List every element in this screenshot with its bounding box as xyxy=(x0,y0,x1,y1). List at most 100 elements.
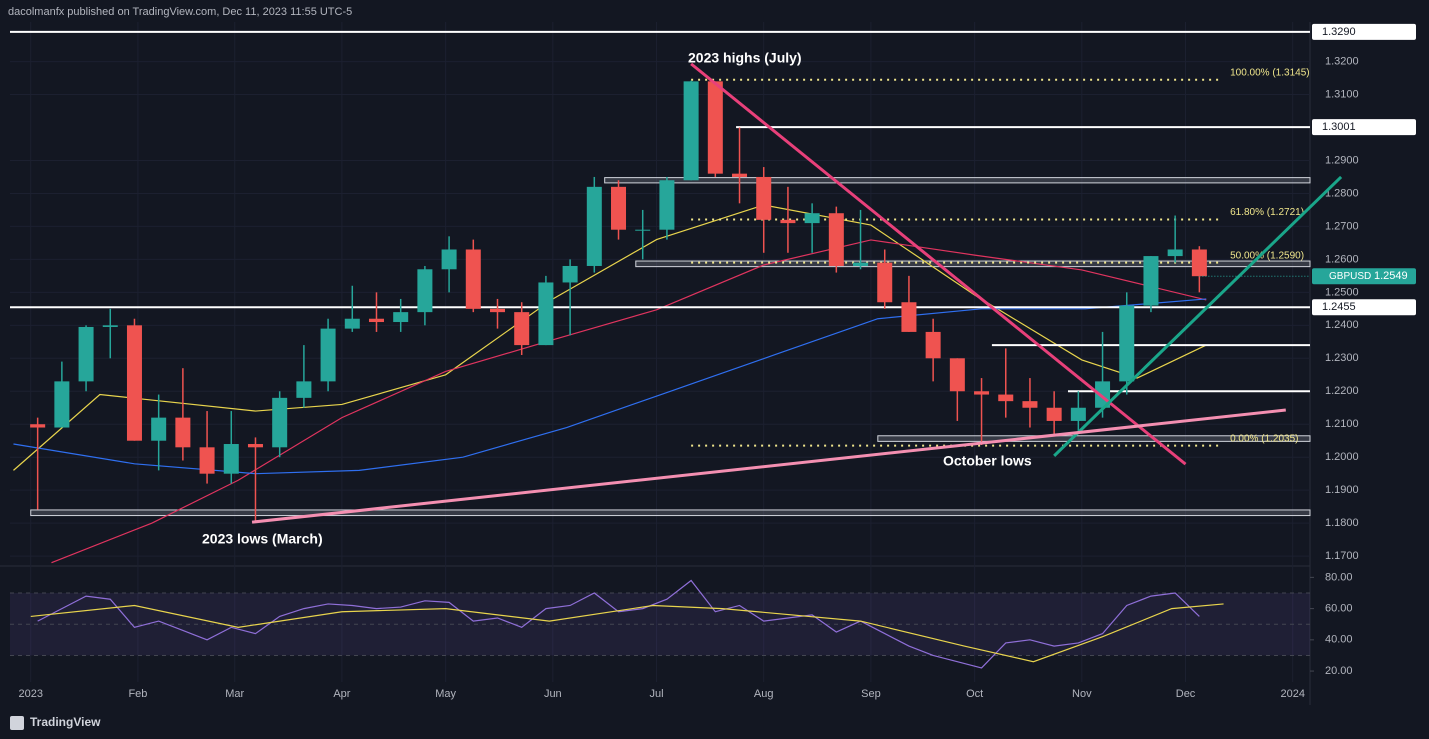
rsi-signal xyxy=(30,603,1224,663)
level-label-box xyxy=(1312,119,1416,136)
x-tick-label: 2024 xyxy=(1280,688,1304,700)
zone xyxy=(30,509,1311,517)
candle-body xyxy=(465,249,481,309)
x-tick-label: Jul xyxy=(650,688,664,700)
x-tick-label: Feb xyxy=(128,688,147,700)
y-tick-label: 1.1800 xyxy=(1325,517,1359,529)
candle-body xyxy=(175,417,191,448)
candle-body xyxy=(247,444,263,448)
y-tick-label: 1.3100 xyxy=(1325,88,1359,100)
candle-body xyxy=(949,358,965,392)
candle-body xyxy=(102,325,118,327)
candle-body xyxy=(1070,407,1086,421)
x-tick-label: Sep xyxy=(861,688,881,700)
x-tick-label: Apr xyxy=(333,688,350,700)
symbol-label: GBPUSD xyxy=(1329,271,1371,282)
last-price-box xyxy=(1312,268,1416,285)
header: dacolmanfx published on TradingView.com,… xyxy=(8,6,352,18)
candle-body xyxy=(635,229,651,231)
y-tick-label: 1.2800 xyxy=(1325,187,1359,199)
level-label-box xyxy=(1312,23,1416,40)
candle-body xyxy=(756,176,772,220)
x-tick-label: Dec xyxy=(1176,688,1196,700)
moving-average xyxy=(13,204,1207,471)
y-tick-label: 1.2400 xyxy=(1325,319,1359,331)
candle-body xyxy=(586,186,602,266)
candle-body xyxy=(804,213,820,224)
last-price-label: 1.2549 xyxy=(1374,270,1408,282)
y-tick-label: 1.1900 xyxy=(1325,484,1359,496)
candle-body xyxy=(441,249,457,270)
candle-body xyxy=(1191,249,1207,277)
x-tick-label: May xyxy=(435,688,456,700)
candle-body xyxy=(707,81,723,174)
candle-body xyxy=(853,262,869,266)
level-label: 1.3001 xyxy=(1322,121,1356,133)
candle-body xyxy=(393,312,409,323)
y-tick-label: 1.3200 xyxy=(1325,55,1359,67)
logo xyxy=(10,716,24,730)
fib-label: 100.00% (1.3145) xyxy=(1230,67,1310,78)
candle-body xyxy=(514,312,530,346)
x-tick-label: Oct xyxy=(966,688,983,700)
candle-body xyxy=(1022,401,1038,408)
candle-body xyxy=(659,180,675,230)
rsi-line xyxy=(37,579,1200,669)
candle-body xyxy=(562,265,578,283)
level-label-box xyxy=(1312,299,1416,316)
candle-body xyxy=(126,325,142,441)
candle-body xyxy=(901,302,917,332)
x-tick-label: Nov xyxy=(1072,688,1092,700)
candle-body xyxy=(998,394,1014,402)
y-tick-label: 1.2900 xyxy=(1325,154,1359,166)
level-label: 1.3290 xyxy=(1322,26,1356,38)
candle-body xyxy=(1046,407,1062,421)
candle-body xyxy=(1143,256,1159,306)
candle-body xyxy=(780,219,796,224)
y-tick-label: 1.2000 xyxy=(1325,451,1359,463)
candle-body xyxy=(925,331,941,359)
candle-body xyxy=(30,424,46,428)
candle-body xyxy=(78,326,94,382)
candle-body xyxy=(344,318,360,329)
zone xyxy=(877,435,1311,442)
level-label: 1.2455 xyxy=(1322,301,1356,313)
candle-body xyxy=(272,397,288,448)
candle-body xyxy=(54,381,70,428)
y-tick-label: 1.2600 xyxy=(1325,253,1359,265)
rsi-tick-label: 20.00 xyxy=(1325,665,1353,677)
candle-body xyxy=(320,328,336,382)
zone xyxy=(635,260,1311,268)
y-tick-label: 1.2500 xyxy=(1325,286,1359,298)
trendline xyxy=(690,62,1187,466)
candle-body xyxy=(611,186,627,230)
moving-average xyxy=(51,239,1207,564)
trendline xyxy=(251,408,1286,524)
candle-body xyxy=(296,381,312,398)
y-tick-label: 1.2700 xyxy=(1325,220,1359,232)
fib-label: 0.00% (1.2035) xyxy=(1230,433,1298,444)
candle-body xyxy=(223,444,239,474)
rsi-tick-label: 80.00 xyxy=(1325,571,1353,583)
footer: TradingView xyxy=(30,715,101,729)
candle-body xyxy=(368,318,384,323)
candle-body xyxy=(877,262,893,303)
candle-body xyxy=(683,81,699,181)
candle-body xyxy=(974,391,990,395)
candle-body xyxy=(1119,305,1135,382)
x-tick-label: Jun xyxy=(544,688,562,700)
rsi-tick-label: 40.00 xyxy=(1325,634,1353,646)
annotation: October lows xyxy=(943,453,1032,469)
annotation: 2023 highs (July) xyxy=(688,50,802,66)
candle-body xyxy=(199,447,215,474)
candle-body xyxy=(417,269,433,313)
candle-body xyxy=(732,173,748,177)
candle-body xyxy=(538,282,554,346)
rsi-tick-label: 60.00 xyxy=(1325,603,1353,615)
x-tick-label: Aug xyxy=(754,688,774,700)
y-tick-label: 1.1700 xyxy=(1325,550,1359,562)
candle-body xyxy=(828,213,844,266)
fib-label: 50.00% (1.2590) xyxy=(1230,250,1304,261)
candle-body xyxy=(151,417,167,441)
